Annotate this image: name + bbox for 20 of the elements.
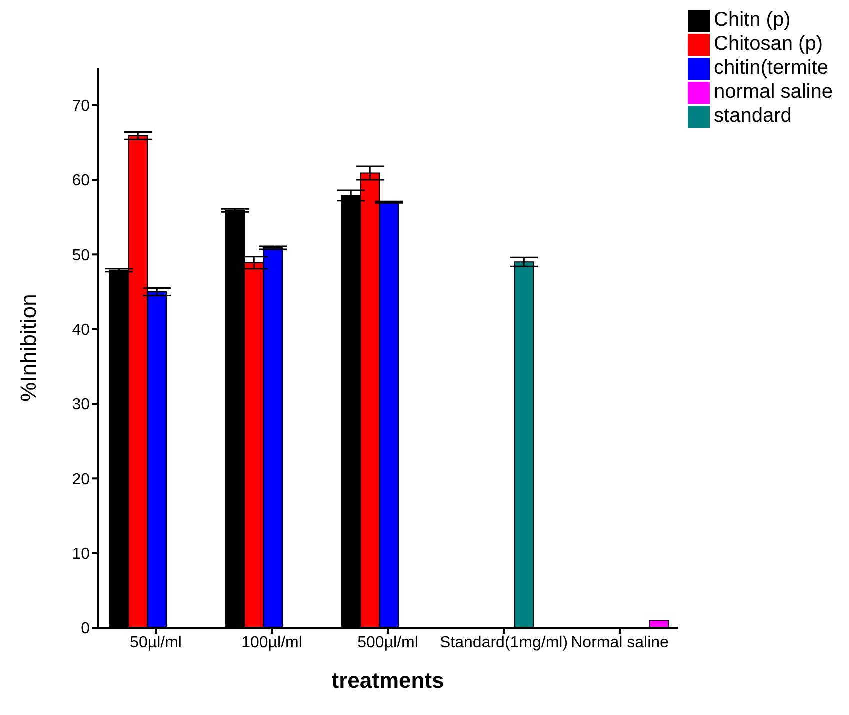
x-tick-label: Standard(1mg/ml)	[440, 634, 568, 652]
x-tick-label: Normal saline	[571, 634, 670, 652]
y-tick-label: 30	[72, 396, 90, 414]
x-axis-title: treatments	[332, 668, 444, 693]
legend-label: chitin(termite	[714, 57, 829, 79]
y-tick-label: 20	[72, 471, 90, 488]
y-tick-label: 10	[72, 546, 90, 564]
y-tick-label: 50	[72, 247, 90, 264]
legend-label: normal saline	[714, 81, 833, 103]
y-tick-label: 60	[72, 172, 90, 190]
y-tick-label: 70	[72, 98, 90, 116]
x-tick-label: 500µl/ml	[358, 634, 418, 652]
y-tick-label: 40	[72, 322, 90, 340]
legend-label: Chitosan (p)	[714, 33, 823, 55]
legend-label: Chitn (p)	[714, 9, 791, 31]
x-tick-label: 100µl/ml	[242, 634, 302, 652]
y-tick-label: 0	[81, 620, 90, 638]
legend-label: standard	[714, 105, 792, 127]
y-axis-title: %Inhibition	[16, 294, 41, 402]
x-tick-label: 50µl/ml	[130, 634, 182, 652]
